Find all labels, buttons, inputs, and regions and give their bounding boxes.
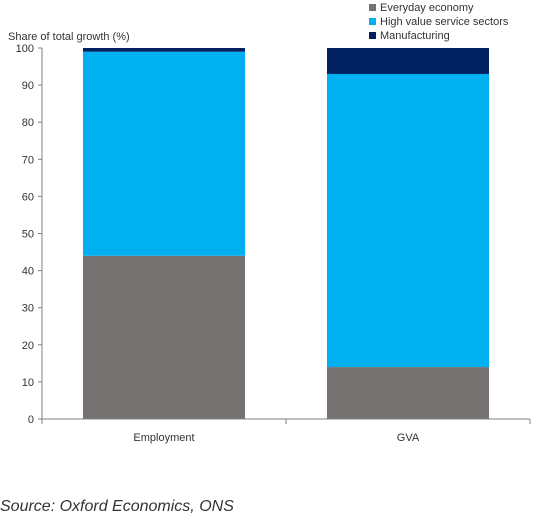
- legend-swatch: [369, 4, 376, 11]
- legend-label: Manufacturing: [380, 30, 450, 42]
- bar-segment-high-value-service-sectors: [83, 51, 245, 256]
- y-tick-label: 10: [22, 377, 34, 389]
- bar-segment-everyday-economy: [83, 255, 245, 419]
- y-tick-label: 80: [22, 117, 34, 129]
- x-tick-label: Employment: [133, 432, 194, 444]
- y-axis: 0 10 20 30 40 50 60 70 80 90 100: [16, 43, 43, 426]
- legend-label: Everyday economy: [380, 2, 474, 14]
- y-tick-label: 0: [28, 414, 34, 426]
- y-tick-label: 70: [22, 154, 34, 166]
- y-tick-label: 20: [22, 340, 34, 352]
- legend-label: High value service sectors: [380, 16, 509, 28]
- y-axis-label: Share of total growth (%): [8, 31, 130, 43]
- legend-swatch: [369, 32, 376, 39]
- stacked-bar-chart: Everyday economy High value service secto…: [8, 2, 531, 444]
- bar-segment-everyday-economy: [327, 367, 489, 419]
- y-tick-label: 50: [22, 229, 34, 241]
- bar-segment-high-value-service-sectors: [327, 73, 489, 368]
- legend-swatch: [369, 18, 376, 25]
- y-tick-label: 90: [22, 80, 34, 92]
- source-note: Source: Oxford Economics, ONS: [0, 498, 234, 515]
- y-tick-label: 30: [22, 303, 34, 315]
- legend: Everyday economy High value service secto…: [369, 2, 509, 42]
- bar-segment-manufacturing: [327, 48, 489, 74]
- x-axis: Employment GVA: [41, 418, 531, 444]
- x-tick-label: GVA: [397, 432, 420, 444]
- y-tick-label: 100: [16, 43, 34, 55]
- y-tick-label: 40: [22, 266, 34, 278]
- bars: [83, 48, 489, 419]
- y-tick-label: 60: [22, 191, 34, 203]
- bar-segment-manufacturing: [83, 48, 245, 52]
